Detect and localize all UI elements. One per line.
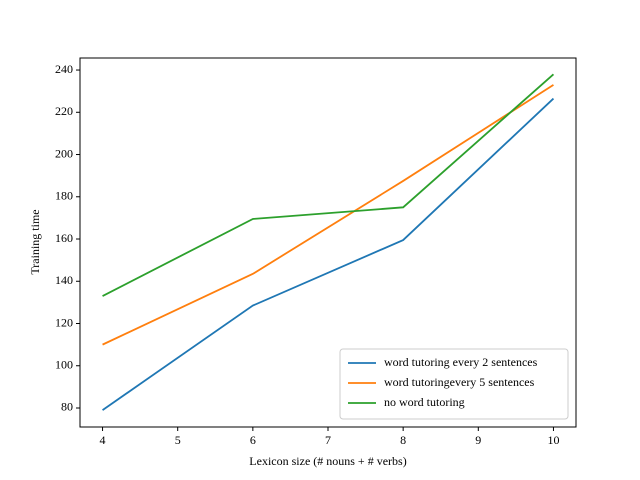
legend-label: word tutoringevery 5 sentences bbox=[384, 375, 535, 389]
y-tick-label: 80 bbox=[61, 400, 73, 414]
series-line bbox=[102, 73, 555, 297]
x-tick-label: 8 bbox=[400, 433, 406, 447]
y-tick-label: 180 bbox=[55, 189, 73, 203]
y-tick-label: 160 bbox=[55, 231, 73, 245]
y-axis-label: Training time bbox=[28, 209, 42, 274]
x-tick-label: 9 bbox=[475, 433, 481, 447]
x-axis-label: Lexicon size (# nouns + # verbs) bbox=[249, 454, 406, 468]
series-line bbox=[102, 97, 555, 411]
legend-box bbox=[339, 348, 569, 420]
x-tick-label: 5 bbox=[175, 433, 181, 447]
series-line bbox=[102, 84, 554, 346]
x-tick-label: 7 bbox=[325, 433, 331, 447]
legend-label: word tutoring every 2 sentences bbox=[384, 355, 538, 369]
y-tick-label: 240 bbox=[55, 62, 73, 76]
y-tick-label: 140 bbox=[55, 273, 73, 287]
x-tick-label: 6 bbox=[250, 433, 256, 447]
y-tick-label: 100 bbox=[55, 357, 73, 371]
y-tick-label: 200 bbox=[55, 146, 73, 160]
y-tick-label: 220 bbox=[55, 104, 73, 118]
y-tick-label: 120 bbox=[55, 315, 73, 329]
x-tick-label: 4 bbox=[100, 433, 106, 447]
legend-label: no word tutoring bbox=[384, 395, 465, 409]
x-tick-label: 10 bbox=[547, 433, 559, 447]
